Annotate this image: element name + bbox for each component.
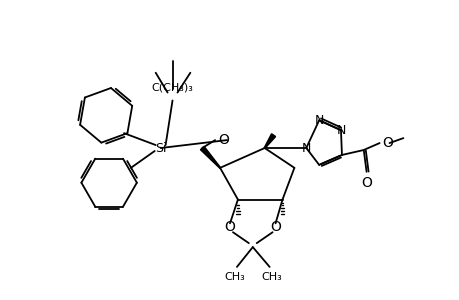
Text: C(CH₃)₃: C(CH₃)₃ <box>151 82 193 92</box>
Text: O: O <box>218 133 229 147</box>
Text: O: O <box>224 220 235 234</box>
Text: Si: Si <box>155 142 166 154</box>
Polygon shape <box>200 146 220 168</box>
Text: N: N <box>301 142 310 154</box>
Text: N: N <box>314 114 323 127</box>
Text: CH₃: CH₃ <box>261 272 281 282</box>
Text: N: N <box>336 124 345 137</box>
Text: CH₃: CH₃ <box>224 272 245 282</box>
Text: O: O <box>382 136 392 150</box>
Polygon shape <box>263 134 275 148</box>
Text: O: O <box>269 220 280 234</box>
Text: O: O <box>360 176 371 190</box>
